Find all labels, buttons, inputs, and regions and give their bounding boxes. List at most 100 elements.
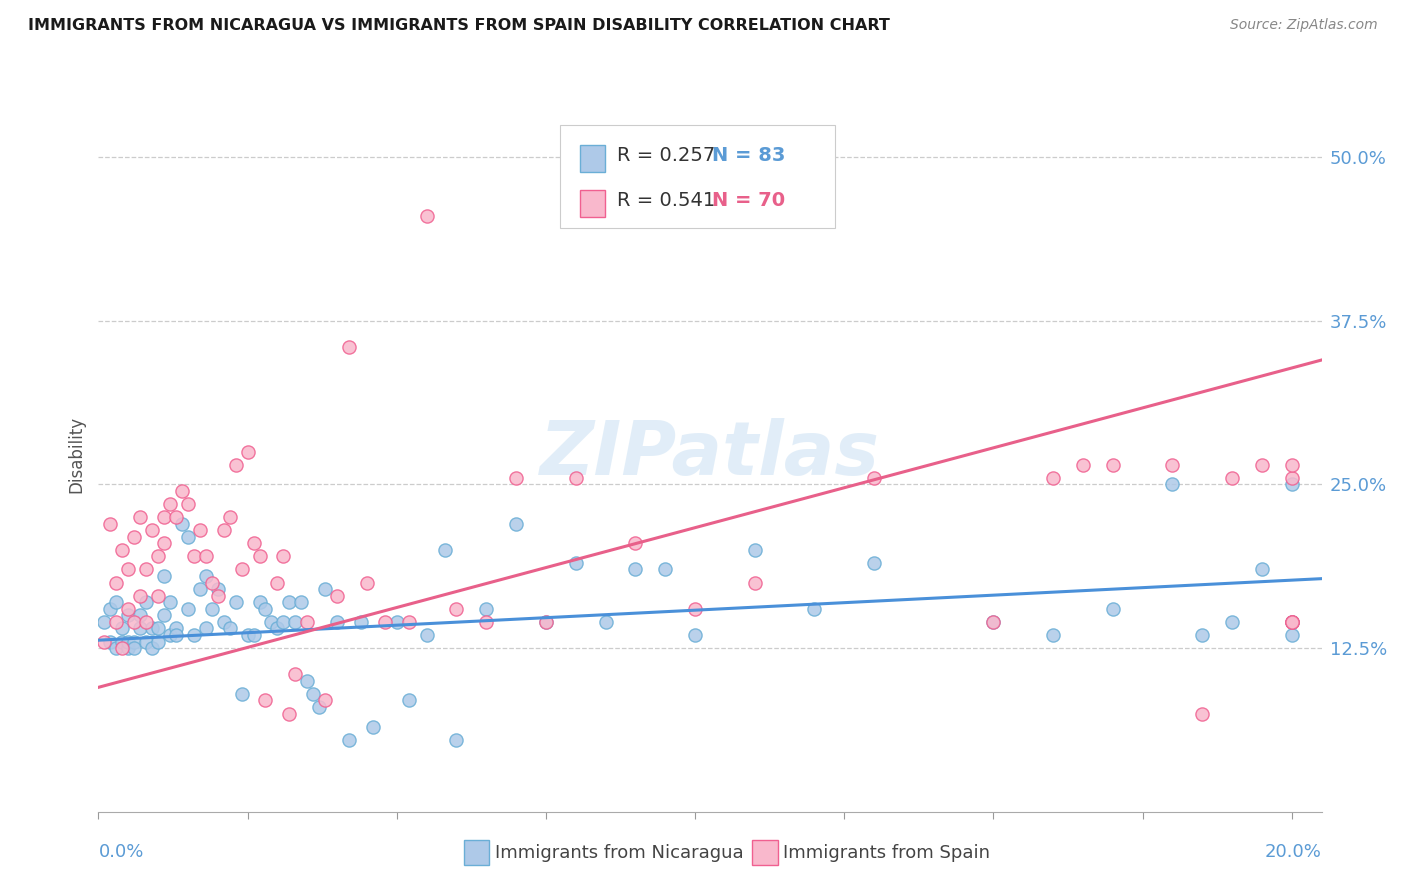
Point bbox=[361, 720, 384, 734]
Point bbox=[1251, 562, 1274, 576]
Point bbox=[194, 569, 217, 583]
Point bbox=[194, 621, 217, 635]
Point bbox=[207, 589, 229, 603]
Point bbox=[415, 209, 437, 223]
Point bbox=[201, 575, 224, 590]
Point bbox=[117, 641, 139, 656]
Point bbox=[314, 693, 336, 707]
Point bbox=[242, 536, 264, 550]
Text: 20.0%: 20.0% bbox=[1265, 843, 1322, 861]
Point bbox=[159, 628, 181, 642]
Point bbox=[1042, 471, 1064, 485]
Point bbox=[165, 510, 187, 524]
Point bbox=[326, 589, 349, 603]
Point bbox=[1281, 615, 1303, 629]
Point bbox=[236, 444, 259, 458]
Point bbox=[105, 575, 128, 590]
Point bbox=[117, 634, 139, 648]
Y-axis label: Disability: Disability bbox=[67, 417, 86, 493]
Point bbox=[273, 549, 295, 564]
Point bbox=[129, 608, 152, 623]
Point bbox=[98, 516, 121, 531]
Point bbox=[475, 601, 498, 615]
Point bbox=[177, 497, 200, 511]
Point bbox=[1281, 458, 1303, 472]
Point bbox=[201, 601, 224, 615]
Point bbox=[683, 601, 706, 615]
Point bbox=[242, 628, 264, 642]
Point bbox=[1251, 458, 1274, 472]
Point bbox=[146, 621, 169, 635]
Point bbox=[93, 634, 115, 648]
Point bbox=[1101, 601, 1123, 615]
Point bbox=[565, 471, 588, 485]
Text: Source: ZipAtlas.com: Source: ZipAtlas.com bbox=[1230, 18, 1378, 32]
Point bbox=[266, 621, 288, 635]
Point bbox=[159, 497, 181, 511]
Point bbox=[350, 615, 373, 629]
Point bbox=[98, 634, 121, 648]
Text: Immigrants from Nicaragua: Immigrants from Nicaragua bbox=[495, 844, 744, 862]
Point bbox=[1281, 628, 1303, 642]
Text: ZIPatlas: ZIPatlas bbox=[540, 418, 880, 491]
Point bbox=[1281, 477, 1303, 491]
Point bbox=[534, 615, 557, 629]
Point bbox=[188, 582, 211, 596]
Point bbox=[111, 641, 134, 656]
Point bbox=[129, 510, 152, 524]
Point bbox=[385, 615, 408, 629]
Point bbox=[505, 516, 527, 531]
Point bbox=[433, 542, 456, 557]
Point bbox=[505, 471, 527, 485]
Point bbox=[803, 601, 825, 615]
Point bbox=[177, 530, 200, 544]
Point bbox=[165, 621, 187, 635]
Point bbox=[218, 510, 240, 524]
Point bbox=[212, 615, 235, 629]
Point bbox=[475, 615, 498, 629]
Point bbox=[1042, 628, 1064, 642]
Point bbox=[983, 615, 1005, 629]
Point bbox=[122, 530, 145, 544]
Point bbox=[117, 562, 139, 576]
Point bbox=[135, 634, 157, 648]
Text: Immigrants from Spain: Immigrants from Spain bbox=[783, 844, 990, 862]
Text: R = 0.257: R = 0.257 bbox=[617, 145, 714, 165]
Point bbox=[284, 615, 307, 629]
Point bbox=[863, 471, 886, 485]
Point bbox=[141, 641, 163, 656]
Point bbox=[624, 536, 647, 550]
Point bbox=[153, 608, 176, 623]
Point bbox=[105, 615, 128, 629]
Point bbox=[683, 628, 706, 642]
Point bbox=[1220, 471, 1243, 485]
Text: N = 70: N = 70 bbox=[713, 191, 786, 210]
Point bbox=[308, 700, 330, 714]
Point bbox=[260, 615, 283, 629]
Point bbox=[337, 732, 360, 747]
Point bbox=[146, 634, 169, 648]
Point bbox=[398, 615, 420, 629]
Point bbox=[231, 687, 253, 701]
Point bbox=[398, 693, 420, 707]
Point bbox=[297, 615, 319, 629]
Point bbox=[273, 615, 295, 629]
Point bbox=[170, 483, 193, 498]
Point bbox=[356, 575, 378, 590]
Point bbox=[863, 556, 886, 570]
Point bbox=[122, 634, 145, 648]
Text: N = 83: N = 83 bbox=[713, 145, 786, 165]
Point bbox=[159, 595, 181, 609]
Point bbox=[744, 575, 766, 590]
Point bbox=[207, 582, 229, 596]
Point bbox=[122, 641, 145, 656]
Point bbox=[1281, 615, 1303, 629]
Point bbox=[225, 458, 247, 472]
Point bbox=[278, 706, 301, 721]
Point bbox=[1191, 706, 1213, 721]
Text: IMMIGRANTS FROM NICARAGUA VS IMMIGRANTS FROM SPAIN DISABILITY CORRELATION CHART: IMMIGRANTS FROM NICARAGUA VS IMMIGRANTS … bbox=[28, 18, 890, 33]
Point bbox=[177, 601, 200, 615]
Point bbox=[595, 615, 617, 629]
Point bbox=[146, 549, 169, 564]
Point bbox=[111, 542, 134, 557]
